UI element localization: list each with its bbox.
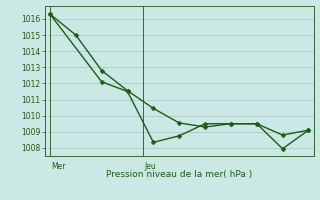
- X-axis label: Pression niveau de la mer( hPa ): Pression niveau de la mer( hPa ): [106, 170, 252, 179]
- Text: Mer: Mer: [51, 162, 66, 171]
- Text: Jeu: Jeu: [144, 162, 156, 171]
